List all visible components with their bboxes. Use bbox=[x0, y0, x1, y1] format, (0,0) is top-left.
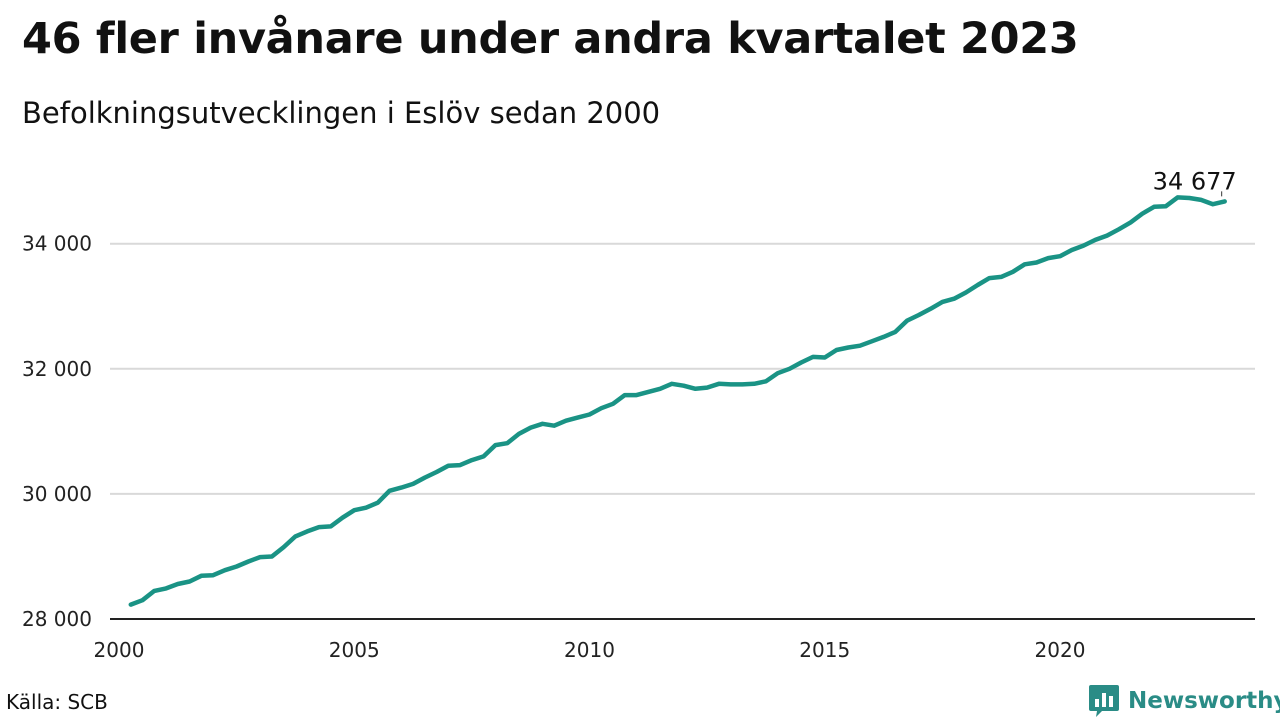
y-axis-ticks: 28 000 30 000 32 000 34 000 bbox=[22, 232, 92, 631]
brand-logo: Newsworthy bbox=[1088, 683, 1280, 719]
line-chart: 28 000 30 000 32 000 34 000 2000 2005 2010 201… bbox=[22, 167, 1255, 662]
grid-lines bbox=[110, 242, 1255, 495]
x-tick-label: 2010 bbox=[564, 638, 615, 662]
bar-chart-logo-icon bbox=[1089, 685, 1119, 717]
population-series-line bbox=[128, 195, 1227, 607]
y-tick-label: 32 000 bbox=[22, 357, 92, 381]
x-tick-label: 2000 bbox=[94, 638, 145, 662]
brand-name: Newsworthy bbox=[1128, 688, 1280, 714]
end-value-label: 34 677 bbox=[1153, 167, 1237, 195]
y-tick-label: 30 000 bbox=[22, 482, 92, 506]
chart-subtitle: Befolkningsutvecklingen i Eslöv sedan 20… bbox=[22, 96, 661, 130]
source-note: Källa: SCB bbox=[6, 690, 108, 714]
x-axis-ticks: 2000 2005 2010 2015 2020 bbox=[94, 638, 1086, 662]
chart-title: 46 fler invånare under andra kvartalet 2… bbox=[22, 14, 1079, 64]
y-tick-label: 28 000 bbox=[22, 607, 92, 631]
y-tick-label: 34 000 bbox=[22, 232, 92, 256]
x-tick-label: 2005 bbox=[329, 638, 380, 662]
x-tick-label: 2020 bbox=[1035, 638, 1086, 662]
x-tick-label: 2015 bbox=[799, 638, 850, 662]
